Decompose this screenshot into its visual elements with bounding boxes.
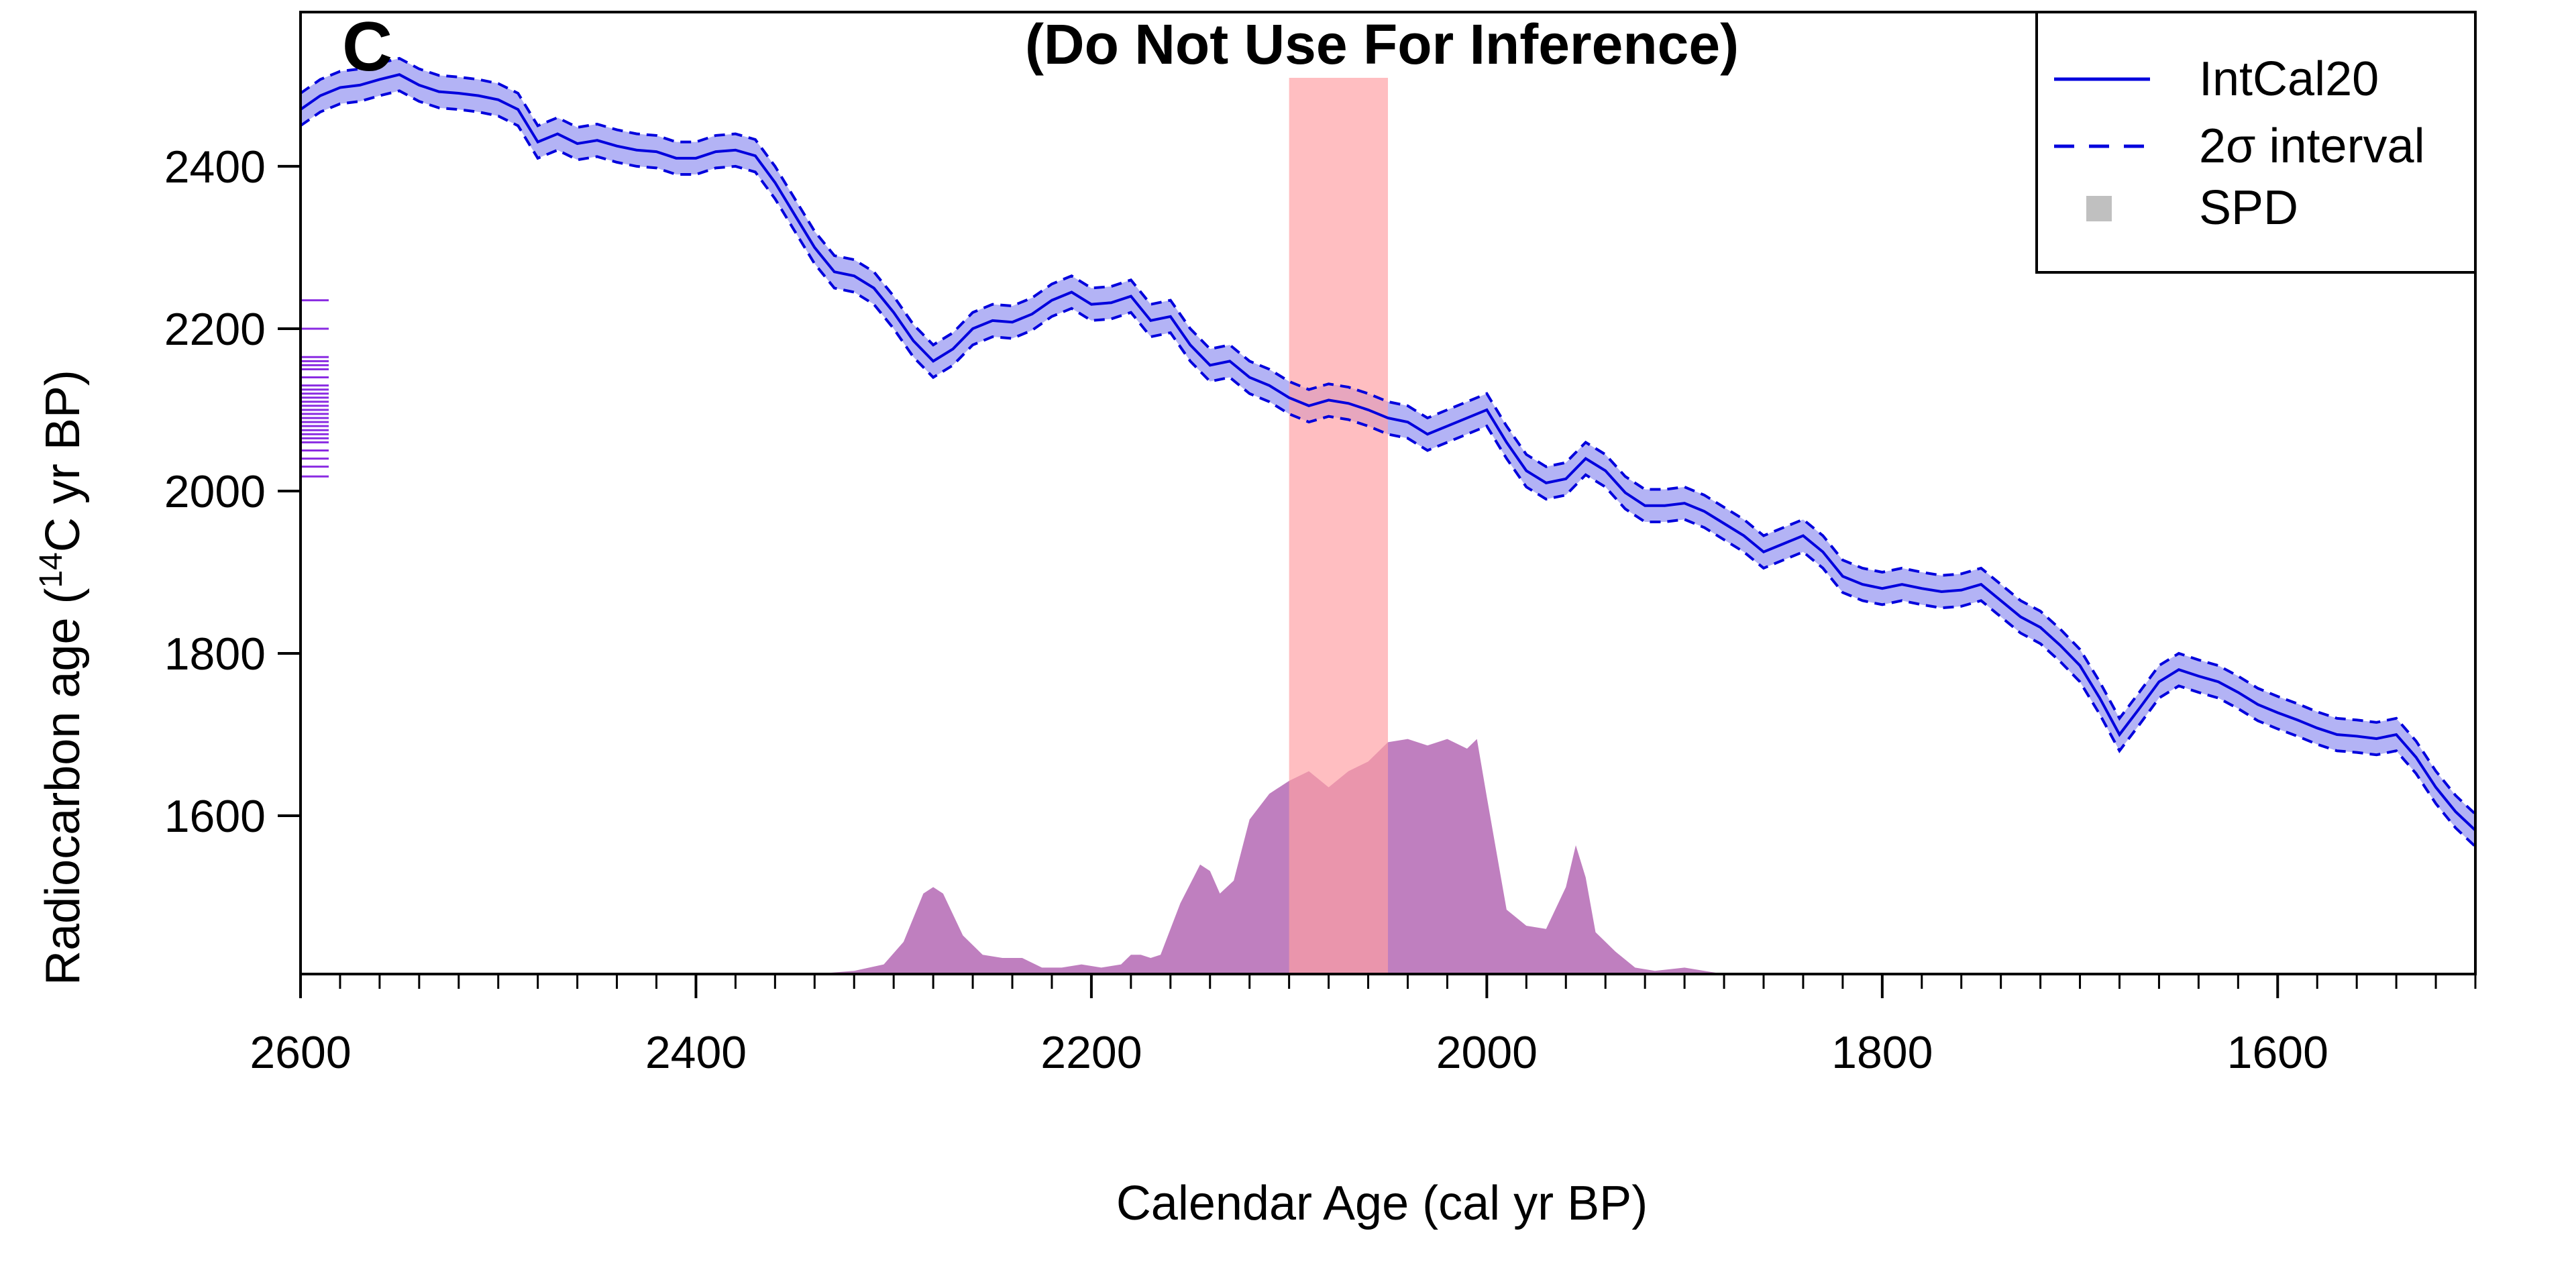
y-axis-title-main: Radiocarbon age (: [36, 588, 90, 985]
two-sigma-upper-line: [301, 56, 2475, 816]
y-tick-label: 2400: [164, 142, 266, 193]
intcal20-curve: [301, 73, 2475, 832]
legend-spd-label: SPD: [2199, 181, 2298, 235]
legend: IntCal20 2σ interval SPD: [2035, 11, 2477, 274]
legend-2sigma-label: 2σ interval: [2199, 119, 2425, 173]
x-axis-title: Calendar Age (cal yr BP): [1116, 1177, 1648, 1230]
y-tick-label: 2000: [164, 466, 266, 517]
y-tick-label: 1600: [164, 791, 266, 842]
legend-intcal20-label: IntCal20: [2199, 52, 2379, 106]
legend-spd-swatch: [2086, 196, 2112, 221]
y-axis-title-tail: C yr BP): [36, 370, 90, 552]
x-tick-label: 1800: [1831, 1027, 1933, 1078]
x-tick-label: 2200: [1040, 1027, 1142, 1078]
y-axis-title: Radiocarbon age (14C yr BP): [34, 370, 90, 985]
x-tick-label: 1600: [2227, 1027, 2328, 1078]
highlight-range-rect: [1289, 78, 1388, 974]
y-tick-label: 2200: [164, 304, 266, 355]
x-tick-label: 2000: [1436, 1027, 1538, 1078]
calibration-curve-layer: [301, 56, 2475, 848]
panel-letter: C: [342, 8, 392, 86]
two-sigma-lower-line: [301, 89, 2475, 848]
legend-box: [2035, 11, 2477, 274]
axes-layer: 2600 2400 2200 2000 1800 1600 1600 1800 2000 2200…: [164, 11, 2477, 1078]
y-axis-title-superscript: 14: [34, 552, 69, 588]
y-tick-label: 1800: [164, 629, 266, 680]
x-tick-label: 2400: [645, 1027, 747, 1078]
plot-frame: [299, 11, 2477, 975]
spd-density-area: [814, 739, 1725, 974]
plot-title: (Do Not Use For Inference): [1025, 13, 1739, 76]
rug-ticks-layer: [301, 299, 329, 478]
highlight-layer: [1289, 78, 1388, 974]
x-tick-label: 2600: [250, 1027, 351, 1078]
spd-layer: [814, 739, 1725, 974]
